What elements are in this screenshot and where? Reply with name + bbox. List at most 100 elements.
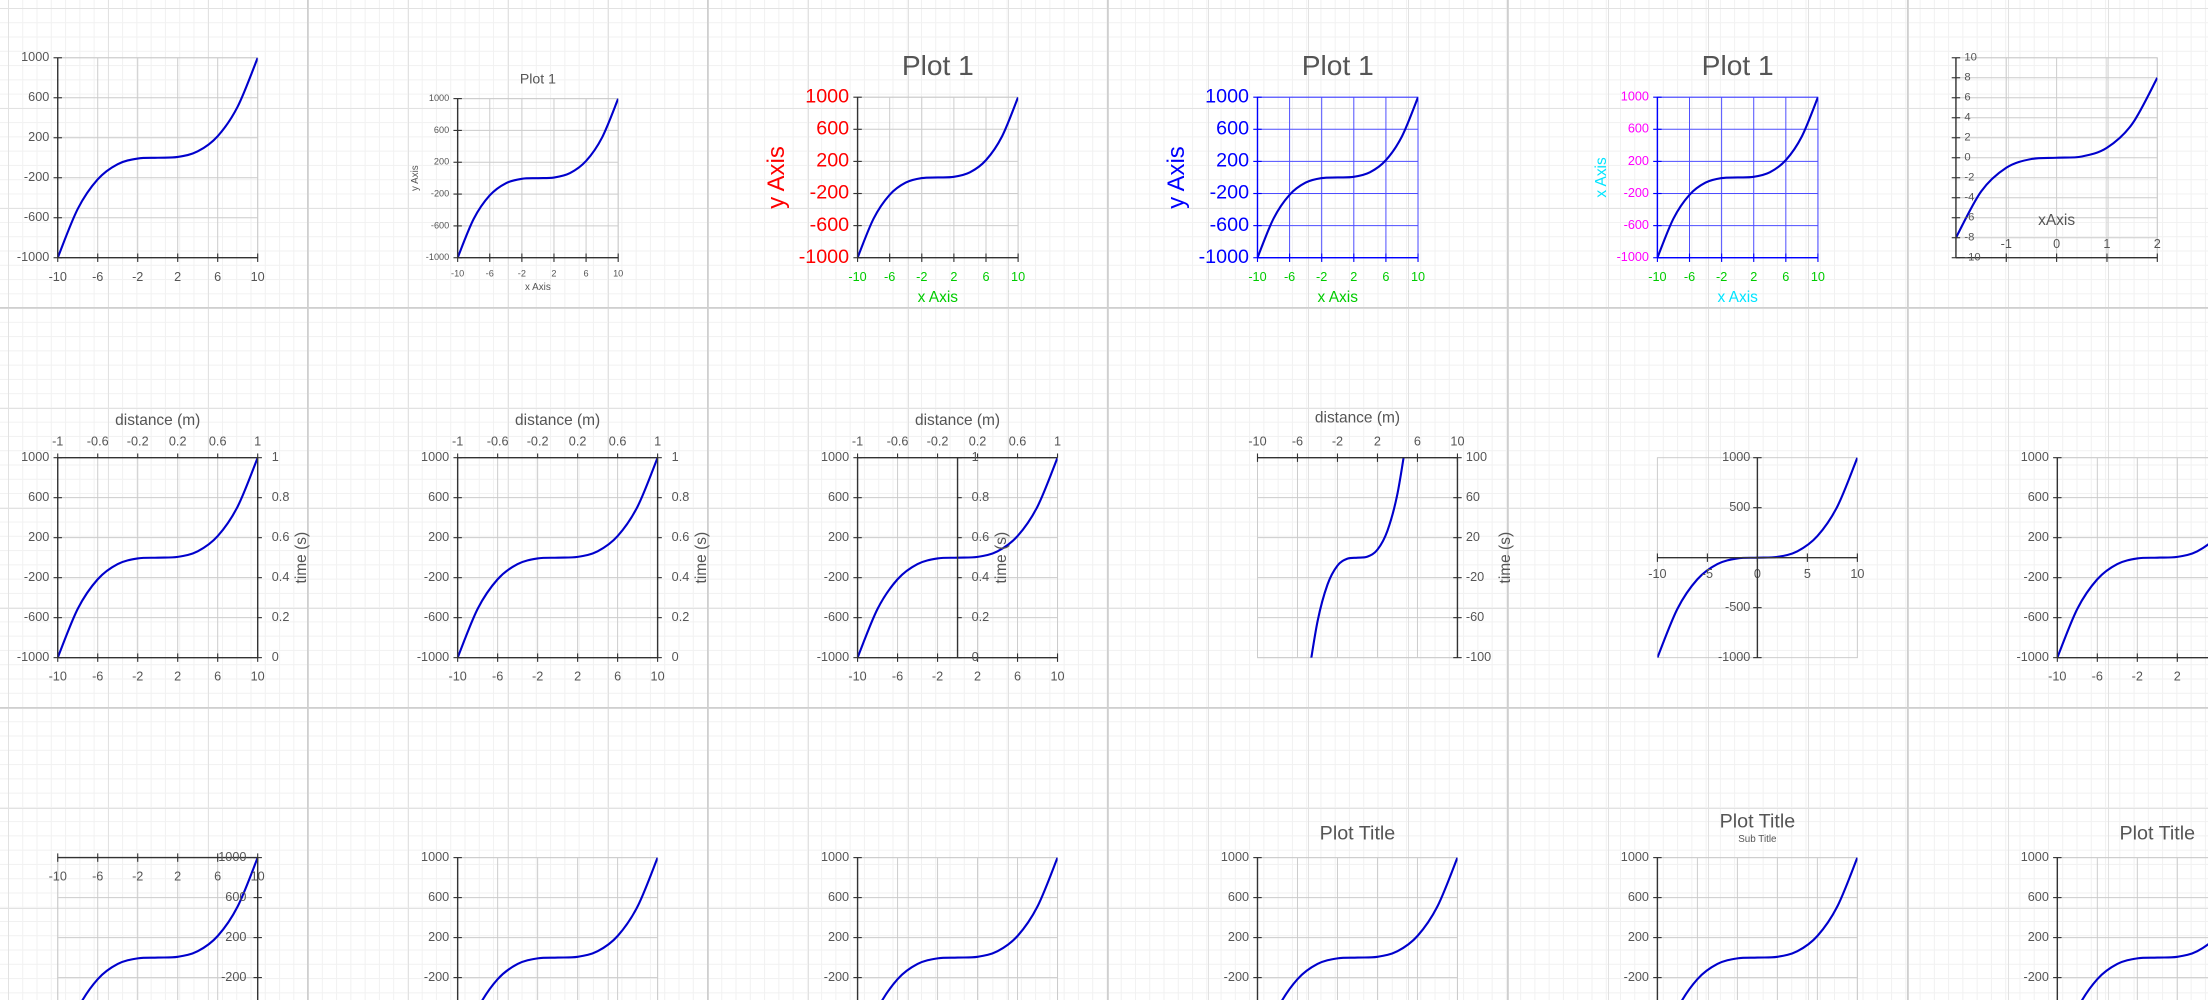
y-tick-label: -600 (2024, 610, 2049, 624)
plot: -10 -6 -2 2 6 10 x Axis -1000 -600 -200 200 600 1000… (1593, 50, 1825, 306)
x-tick-label: 10 (651, 670, 665, 684)
y-tick-label: -1000 (817, 650, 849, 664)
x-tick-label: 2 (1350, 270, 1357, 284)
y2-tick-label: 0.8 (272, 490, 290, 504)
y2-tick-label: 1 (972, 450, 979, 464)
x-tick-label: -2 (2132, 670, 2143, 684)
y-tick-label: 200 (816, 150, 849, 172)
y-tick-label: 100 (1466, 450, 1487, 464)
data-line (1657, 97, 1818, 258)
x-tick-label: 6 (214, 870, 221, 884)
y-tick-label: -10 (1964, 252, 1980, 264)
x-tick-label: 10 (251, 670, 265, 684)
x-tick-label: 2 (174, 670, 181, 684)
x-tick-label: -10 (848, 270, 866, 284)
x2-tick-label: -0.2 (927, 435, 949, 449)
x-tick-label: -2 (132, 270, 143, 284)
data-line (57, 57, 258, 258)
y2-axis-label: time (s) (293, 532, 310, 584)
chart-title: Plot 1 (520, 70, 556, 86)
plot-frame (1656, 857, 1858, 1000)
y-axis-label: y Axis (410, 165, 421, 191)
chart-title: Plot 1 (902, 50, 974, 81)
y-tick-label: 600 (434, 125, 449, 135)
x-tick-label: -10 (1248, 434, 1266, 448)
x-tick-label: -5 (1702, 567, 1713, 581)
y-tick-label: 600 (1628, 122, 1649, 136)
y2-tick-label: 0 (272, 650, 279, 664)
x2-tick-label: 0.2 (169, 435, 187, 449)
y-tick-label: -200 (424, 570, 449, 584)
plot-frame (2056, 857, 2208, 1000)
y-tick-label: 1000 (429, 93, 449, 103)
y-axis-label: x Axis (1593, 157, 1610, 198)
x2-tick-label: -1 (852, 435, 863, 449)
y-tick-label: -500 (1725, 600, 1750, 614)
y-tick-label: 200 (2028, 530, 2049, 544)
data-line (457, 98, 619, 258)
y-tick-label: 600 (2028, 490, 2049, 504)
y2-tick-label: 0.6 (272, 530, 290, 544)
data-line (881, 857, 1058, 1000)
x-axis-label: xAxis (2038, 212, 2075, 229)
x-tick-label: -10 (1648, 567, 1666, 581)
y-tick-label: 200 (828, 930, 849, 944)
y-tick-label: -200 (2024, 970, 2049, 984)
y-tick-label: -200 (1624, 970, 1649, 984)
x-tick-label: 10 (1050, 670, 1064, 684)
y-tick-label: -1000 (1199, 246, 1249, 268)
y-axis-label: y Axis (763, 146, 790, 209)
y-tick-label: 200 (428, 930, 449, 944)
y-tick-label: 600 (1628, 890, 1649, 904)
chart-title: Plot Title (1720, 811, 1796, 833)
x-tick-label: 2 (2174, 670, 2181, 684)
y-tick-label: 1000 (421, 850, 449, 864)
y-tick-label: 600 (428, 890, 449, 904)
x2-tick-label: 0.6 (1009, 435, 1027, 449)
x-tick-label: 2 (551, 268, 556, 278)
y-tick-label: 600 (225, 890, 246, 904)
y-tick-label: -1000 (426, 252, 449, 262)
y-tick-label: -600 (1210, 214, 1249, 236)
y-tick-label: 200 (1228, 930, 1249, 944)
y-tick-label: 200 (1628, 154, 1649, 168)
x-tick-label: -10 (848, 670, 866, 684)
x2-axis-label: distance (m) (515, 412, 600, 429)
x-tick-label: -6 (1292, 434, 1303, 448)
x-tick-label: -6 (1284, 270, 1295, 284)
y-tick-label: 200 (2028, 930, 2049, 944)
y-tick-label: 1000 (821, 850, 849, 864)
y2-tick-label: 0.2 (272, 610, 290, 624)
y2-tick-label: 0.2 (972, 610, 990, 624)
y-tick-label: 6 (1964, 92, 1970, 104)
x-tick-label: -10 (451, 268, 464, 278)
x-tick-label: 6 (1414, 434, 1421, 448)
y-tick-label: 600 (428, 490, 449, 504)
x2-tick-label: 1 (654, 435, 661, 449)
x2-axis-label: distance (m) (115, 412, 200, 429)
x-tick-label: 5 (1804, 567, 1811, 581)
x-axis-label: x Axis (1717, 289, 1758, 306)
y-tick-label: -200 (824, 970, 849, 984)
data-line (1257, 97, 1419, 258)
y-tick-label: 1000 (421, 450, 449, 464)
x-tick-label: -2 (932, 670, 943, 684)
x2-tick-label: -1 (52, 435, 63, 449)
x2-axis-label: distance (m) (915, 412, 1000, 429)
y-tick-label: -20 (1466, 570, 1484, 584)
x-axis-label: distance (m) (1315, 409, 1400, 426)
x-tick-label: -10 (1248, 270, 1266, 284)
y-tick-label: 1000 (1221, 850, 1249, 864)
y-tick-label: 600 (1228, 890, 1249, 904)
x-tick-label: -2 (132, 870, 143, 884)
x-tick-label: 2 (2154, 237, 2161, 251)
x-tick-label: 6 (1782, 270, 1789, 284)
y-tick-label: 200 (434, 157, 449, 167)
plot-frame (2056, 457, 2208, 659)
